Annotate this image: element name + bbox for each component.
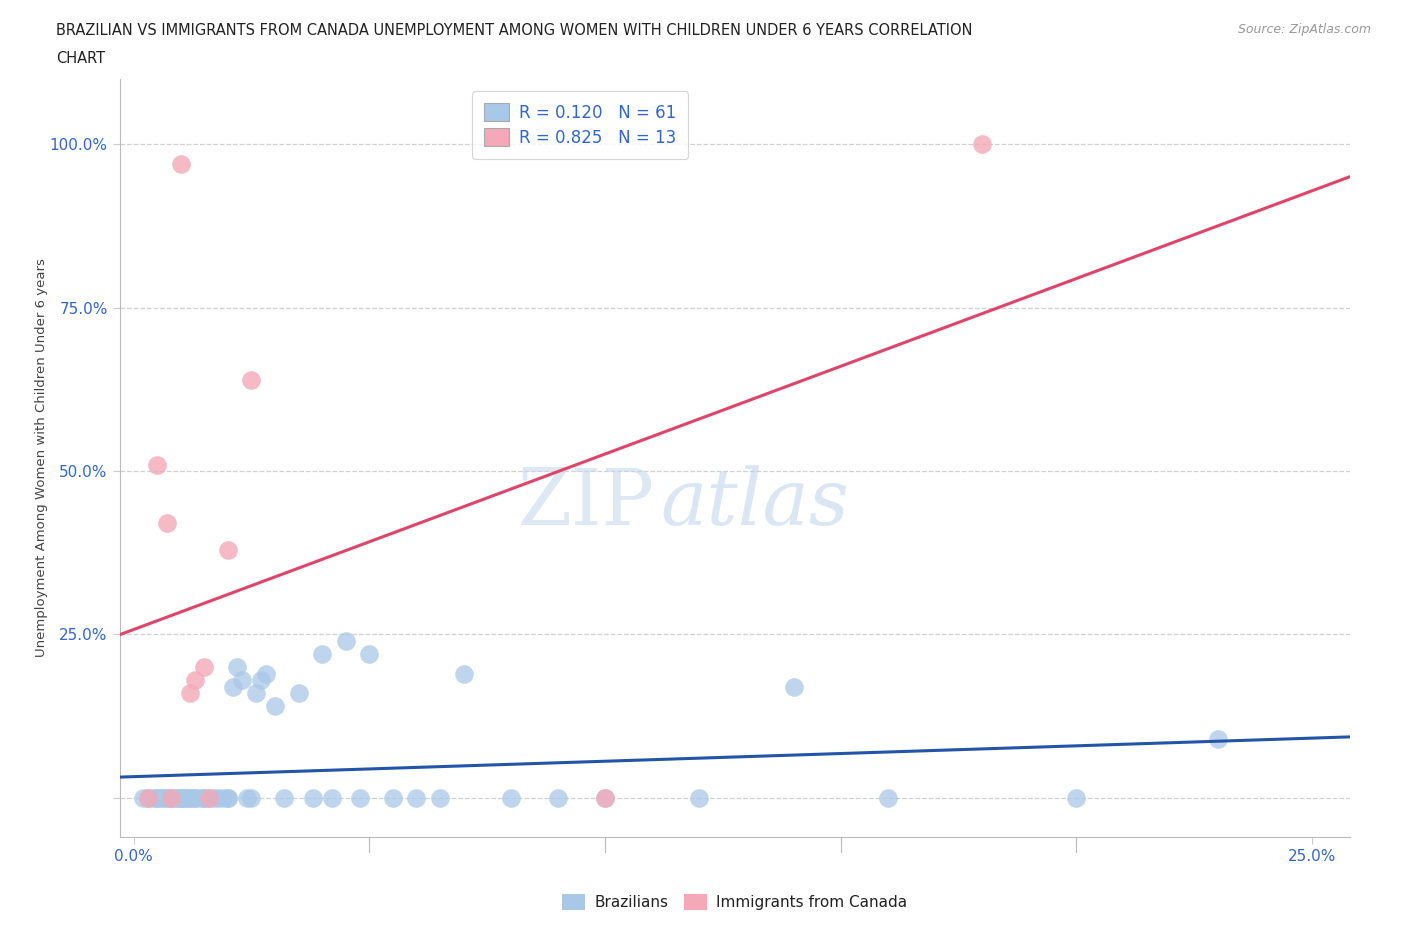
Point bbox=[132, 790, 155, 805]
Point bbox=[174, 790, 197, 805]
Point bbox=[226, 659, 249, 674]
Point bbox=[193, 659, 215, 674]
Point bbox=[273, 790, 295, 805]
Point bbox=[359, 646, 381, 661]
Point bbox=[593, 790, 616, 805]
Point bbox=[972, 137, 994, 152]
Text: BRAZILIAN VS IMMIGRANTS FROM CANADA UNEMPLOYMENT AMONG WOMEN WITH CHILDREN UNDER: BRAZILIAN VS IMMIGRANTS FROM CANADA UNEM… bbox=[56, 23, 973, 38]
Point bbox=[217, 790, 239, 805]
Point bbox=[170, 790, 193, 805]
Point bbox=[240, 372, 263, 387]
Point bbox=[136, 790, 159, 805]
Point bbox=[301, 790, 323, 805]
Point bbox=[160, 790, 183, 805]
Point bbox=[160, 790, 183, 805]
Point bbox=[311, 646, 333, 661]
Point bbox=[156, 790, 179, 805]
Point bbox=[198, 790, 221, 805]
Point bbox=[170, 790, 193, 805]
Text: Source: ZipAtlas.com: Source: ZipAtlas.com bbox=[1237, 23, 1371, 36]
Point bbox=[136, 790, 159, 805]
Point bbox=[221, 679, 243, 694]
Point bbox=[688, 790, 710, 805]
Point bbox=[236, 790, 259, 805]
Point bbox=[876, 790, 898, 805]
Point bbox=[245, 685, 267, 700]
Point bbox=[1066, 790, 1088, 805]
Point bbox=[202, 790, 225, 805]
Point bbox=[174, 790, 197, 805]
Point bbox=[217, 790, 239, 805]
Point bbox=[198, 790, 221, 805]
Point bbox=[165, 790, 187, 805]
Point bbox=[150, 790, 173, 805]
Point bbox=[156, 516, 179, 531]
Y-axis label: Unemployment Among Women with Children Under 6 years: Unemployment Among Women with Children U… bbox=[35, 259, 48, 658]
Point bbox=[184, 790, 207, 805]
Point bbox=[146, 790, 169, 805]
Point bbox=[170, 790, 193, 805]
Point bbox=[231, 672, 253, 687]
Point bbox=[250, 672, 273, 687]
Point bbox=[146, 790, 169, 805]
Text: CHART: CHART bbox=[56, 51, 105, 66]
Point bbox=[1206, 732, 1229, 747]
Point bbox=[150, 790, 173, 805]
Point bbox=[381, 790, 404, 805]
Legend: Brazilians, Immigrants from Canada: Brazilians, Immigrants from Canada bbox=[557, 887, 912, 917]
Text: atlas: atlas bbox=[661, 465, 849, 541]
Point bbox=[179, 790, 201, 805]
Point bbox=[287, 685, 309, 700]
Point bbox=[184, 790, 207, 805]
Point bbox=[547, 790, 569, 805]
Point bbox=[179, 790, 201, 805]
Point bbox=[146, 458, 169, 472]
Point bbox=[429, 790, 451, 805]
Point bbox=[212, 790, 235, 805]
Point bbox=[207, 790, 229, 805]
Point bbox=[170, 790, 193, 805]
Point bbox=[499, 790, 522, 805]
Point bbox=[188, 790, 211, 805]
Point bbox=[170, 156, 193, 171]
Point bbox=[593, 790, 616, 805]
Point bbox=[264, 698, 287, 713]
Point bbox=[193, 790, 215, 805]
Point bbox=[335, 633, 357, 648]
Point bbox=[160, 790, 183, 805]
Point bbox=[156, 790, 179, 805]
Point bbox=[193, 790, 215, 805]
Point bbox=[349, 790, 371, 805]
Point bbox=[184, 672, 207, 687]
Point bbox=[321, 790, 343, 805]
Point bbox=[240, 790, 263, 805]
Point bbox=[782, 679, 804, 694]
Text: ZIP: ZIP bbox=[517, 466, 655, 541]
Point bbox=[405, 790, 427, 805]
Point bbox=[217, 542, 239, 557]
Point bbox=[165, 790, 187, 805]
Point bbox=[453, 666, 475, 681]
Point bbox=[141, 790, 163, 805]
Point bbox=[179, 685, 201, 700]
Point bbox=[254, 666, 277, 681]
